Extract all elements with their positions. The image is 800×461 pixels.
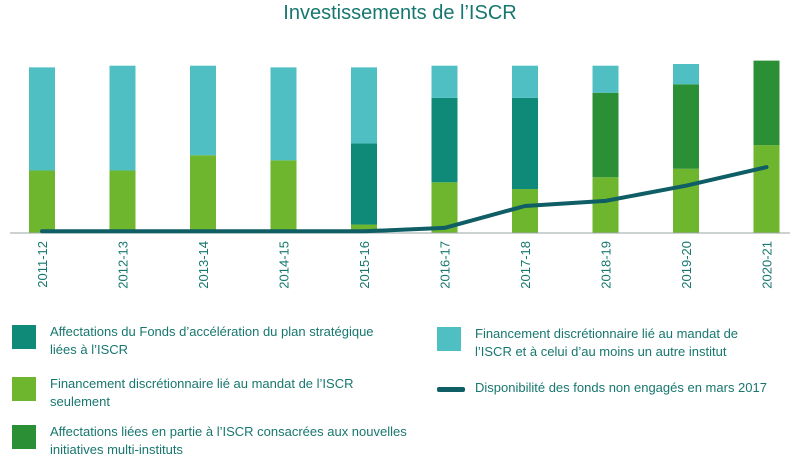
legend-item-strategic: Affectations du Fonds d’accélération du … <box>12 323 382 359</box>
bar-shared-2018-19 <box>592 65 619 93</box>
x-tick-label-2011-12: 2011-12 <box>35 241 50 288</box>
bar-strategic-2016-17 <box>431 97 458 183</box>
x-tick-label-2016-17: 2016-17 <box>438 241 453 289</box>
legend-item-isc-only: Financement discrétionnaire lié au manda… <box>12 375 382 411</box>
bar-shared-2013-14 <box>190 65 216 156</box>
legend-swatch-shared <box>437 327 461 351</box>
bar-isc_only-2017-18 <box>512 189 538 233</box>
bar-isc_only-2011-12 <box>29 170 55 233</box>
bar-shared-2012-13 <box>109 65 136 171</box>
legend-item-shared: Financement discrétionnaire lié au manda… <box>437 325 777 361</box>
legend-swatch-line <box>437 387 465 392</box>
bar-shared-2014-15 <box>270 67 297 161</box>
bar-strategic-2015-16 <box>351 143 377 225</box>
x-tick-label-2014-15: 2014-15 <box>277 241 292 289</box>
bar-isc_only-2015-16 <box>351 224 377 233</box>
legend-label-line: Disponibilité des fonds non engagés en m… <box>475 380 767 395</box>
stacked-bar-chart: 2011-12 2012-13 2013-14 2014-15 2015-16 2016-… <box>10 60 790 289</box>
bar-strategic-2017-18 <box>512 97 538 190</box>
legend-item-multi: Affectations liées en partie à l’ISCR co… <box>12 423 412 459</box>
legend-label-shared: Financement discrétionnaire lié au manda… <box>475 326 739 359</box>
x-tick-label-2013-14: 2013-14 <box>196 241 211 289</box>
x-tick-label-2015-16: 2015-16 <box>357 241 372 289</box>
bar-multi-2018-19 <box>592 92 619 178</box>
legend-swatch-multi <box>12 425 36 449</box>
bar-shared-2011-12 <box>29 67 55 171</box>
bar-isc_only-2013-14 <box>190 155 216 233</box>
bar-shared-2016-17 <box>431 65 458 98</box>
bar-isc_only-2014-15 <box>270 160 297 233</box>
bar-isc_only-2018-19 <box>592 177 619 233</box>
bar-multi-2020-21 <box>753 60 780 146</box>
legend-label-multi: Affectations liées en partie à l’ISCR co… <box>50 424 407 457</box>
legend-swatch-isc-only <box>12 377 36 401</box>
legend-item-line: Disponibilité des fonds non engagés en m… <box>437 379 787 397</box>
legend-swatch-strategic <box>12 325 36 349</box>
legend-label-strategic: Affectations du Fonds d’accélération du … <box>50 324 374 357</box>
x-tick-label-2017-18: 2017-18 <box>518 241 533 289</box>
x-tick-label-2020-21: 2020-21 <box>760 241 775 289</box>
bar-isc_only-2012-13 <box>109 170 136 233</box>
x-tick-label-2012-13: 2012-13 <box>116 241 131 289</box>
line-series-uncommitted-funds <box>40 165 769 234</box>
x-tick-label-2019-20: 2019-20 <box>679 241 694 289</box>
bar-isc_only-2019-20 <box>673 168 699 233</box>
bar-shared-2015-16 <box>351 67 377 144</box>
bar-shared-2019-20 <box>673 64 699 85</box>
legend-label-isc-only: Financement discrétionnaire lié au manda… <box>50 376 354 409</box>
bar-shared-2017-18 <box>512 65 538 98</box>
chart-title: Investissements de l’ISCR <box>283 2 517 24</box>
bar-multi-2019-20 <box>673 84 699 169</box>
bar-isc_only-2020-21 <box>753 145 780 233</box>
x-tick-label-2018-19: 2018-19 <box>599 241 614 289</box>
